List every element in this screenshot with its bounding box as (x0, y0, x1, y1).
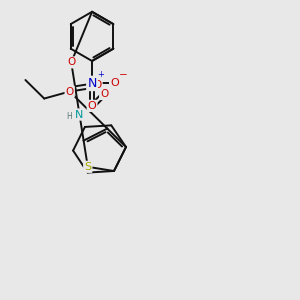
Text: O: O (93, 80, 102, 90)
Text: O: O (65, 86, 74, 97)
Text: O: O (88, 101, 96, 111)
Text: S: S (84, 162, 91, 172)
Text: −: − (119, 70, 128, 80)
Text: O: O (67, 57, 75, 68)
Text: +: + (97, 70, 104, 79)
Text: O: O (100, 89, 108, 99)
Text: N: N (87, 77, 97, 90)
Text: N: N (75, 110, 84, 119)
Text: O: O (110, 78, 119, 88)
Text: H: H (66, 112, 72, 121)
